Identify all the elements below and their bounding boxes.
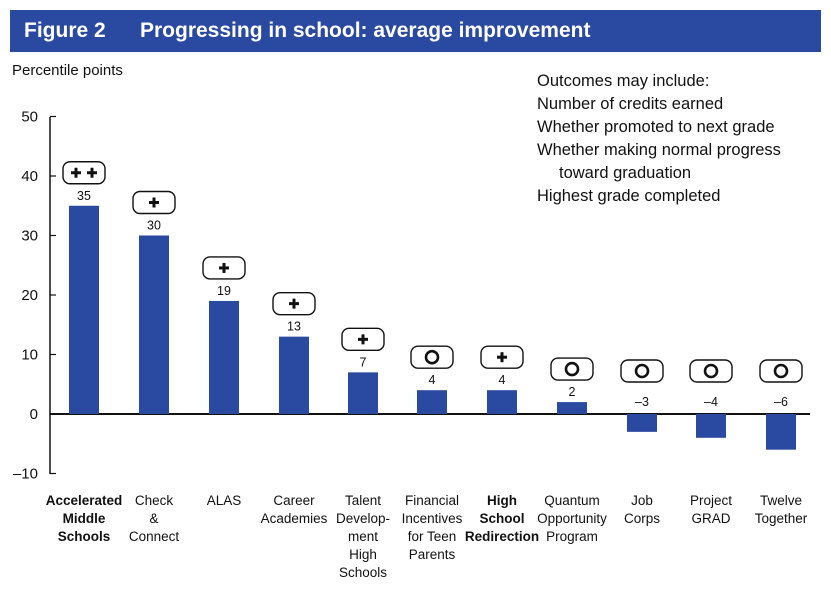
- outcome-item: Highest grade completed: [537, 187, 721, 205]
- category-label-line: Project: [689, 493, 733, 508]
- category-label: Check & Connect: [113, 492, 195, 546]
- outcomes-heading: Outcomes may include:: [537, 72, 710, 90]
- category-label: Twelve Together: [740, 492, 822, 528]
- y-tick-label: 0: [30, 406, 38, 423]
- category-label-line: Schools: [57, 529, 111, 544]
- category-label-line: Opportunity: [537, 511, 607, 526]
- y-tick-label: 50: [21, 109, 38, 126]
- bar: [139, 235, 169, 414]
- category-label: Talent Develop-ment High Schools: [322, 492, 404, 582]
- y-tick-label: –10: [13, 466, 38, 483]
- bar: [348, 372, 378, 414]
- circle-icon: [424, 349, 440, 365]
- rating-badge: [410, 345, 454, 369]
- category-label-line: Twelve: [759, 493, 803, 508]
- outcomes-note: Outcomes may include: Number of credits …: [537, 70, 781, 208]
- category-label-line: Incentives: [401, 511, 463, 526]
- y-tick-label: 20: [21, 287, 38, 304]
- category-label-line: Academies: [260, 511, 328, 526]
- value-label: –6: [774, 395, 788, 409]
- category-label-line: High: [487, 493, 517, 508]
- bar: [557, 402, 587, 414]
- category-label-line: High: [349, 547, 377, 562]
- value-label: 19: [217, 284, 231, 298]
- category-label-line: Job: [631, 493, 653, 508]
- circle-icon: [703, 363, 719, 379]
- value-label: 7: [360, 355, 367, 369]
- category-label-line: Schools: [338, 565, 388, 580]
- outcome-item: Number of credits earned: [537, 95, 724, 113]
- category-label: High School Redirection: [461, 492, 543, 546]
- category-label-line: Check: [134, 493, 174, 508]
- value-label: –4: [704, 395, 718, 409]
- value-label: 30: [147, 219, 161, 233]
- category-label-line: Program: [546, 529, 598, 544]
- outcome-item: toward graduation: [559, 164, 692, 182]
- rating-badge: [62, 161, 106, 185]
- circle-icon: [634, 363, 650, 379]
- category-label-line: GRAD: [691, 511, 731, 526]
- category-label-line: ment: [347, 529, 378, 544]
- title-bar: Figure 2 Progressing in school: average …: [10, 10, 821, 52]
- category-label: Job Corps: [601, 492, 683, 528]
- outcome-item: Whether promoted to next grade: [537, 118, 775, 136]
- circle-icon: [773, 363, 789, 379]
- bar: [766, 414, 796, 450]
- category-label-line: School: [479, 511, 525, 526]
- category-label: Accelerated Middle Schools: [43, 492, 125, 546]
- category-label-line: Talent: [344, 493, 382, 508]
- category-label-line: &: [149, 511, 159, 526]
- value-label: 4: [499, 373, 506, 387]
- rating-badge: [620, 359, 664, 383]
- category-label-line: Financial: [404, 493, 460, 508]
- category-label-line: Together: [754, 511, 808, 526]
- category-label-line: Career: [273, 493, 315, 508]
- category-label: Career Academies: [253, 492, 335, 528]
- value-label: 35: [77, 189, 91, 203]
- category-label: Financial Incentives for Teen Parents: [391, 492, 473, 564]
- y-tick-label: 40: [21, 168, 38, 185]
- value-label: 4: [429, 373, 436, 387]
- category-label-line: Quantum: [544, 493, 600, 508]
- bar: [417, 390, 447, 414]
- rating-badge: [759, 359, 803, 383]
- y-axis-label: Percentile points: [12, 62, 123, 79]
- category-label-line: Redirection: [464, 529, 540, 544]
- rating-badge: [689, 359, 733, 383]
- value-label: 13: [287, 320, 301, 334]
- category-label: Quantum Opportunity Program: [531, 492, 613, 546]
- chart-title: Progressing in school: average improveme…: [140, 19, 591, 42]
- category-label-line: Accelerated: [45, 493, 123, 508]
- category-label: Project GRAD: [670, 492, 752, 528]
- bar: [279, 336, 309, 414]
- category-label-line: for Teen: [407, 529, 457, 544]
- y-tick-label: 30: [21, 228, 38, 245]
- bar: [209, 300, 239, 414]
- value-label: 2: [569, 385, 576, 399]
- category-label-line: ALAS: [206, 493, 242, 508]
- category-label-line: Connect: [128, 529, 180, 544]
- category-label-line: Develop-: [335, 511, 391, 526]
- category-label-line: Corps: [623, 511, 660, 526]
- outcome-item: Whether making normal progress: [537, 141, 781, 159]
- category-label-line: Middle: [62, 511, 106, 526]
- value-label: –3: [635, 395, 649, 409]
- circle-icon: [564, 361, 580, 377]
- category-label-line: Parents: [408, 547, 456, 562]
- y-tick-label: 10: [21, 347, 38, 364]
- bar: [487, 390, 517, 414]
- bar: [696, 414, 726, 438]
- figure-label: Figure 2: [24, 19, 106, 42]
- category-label: ALAS: [183, 492, 265, 510]
- bar: [69, 205, 99, 414]
- rating-badge: [550, 357, 594, 381]
- bar: [627, 414, 657, 432]
